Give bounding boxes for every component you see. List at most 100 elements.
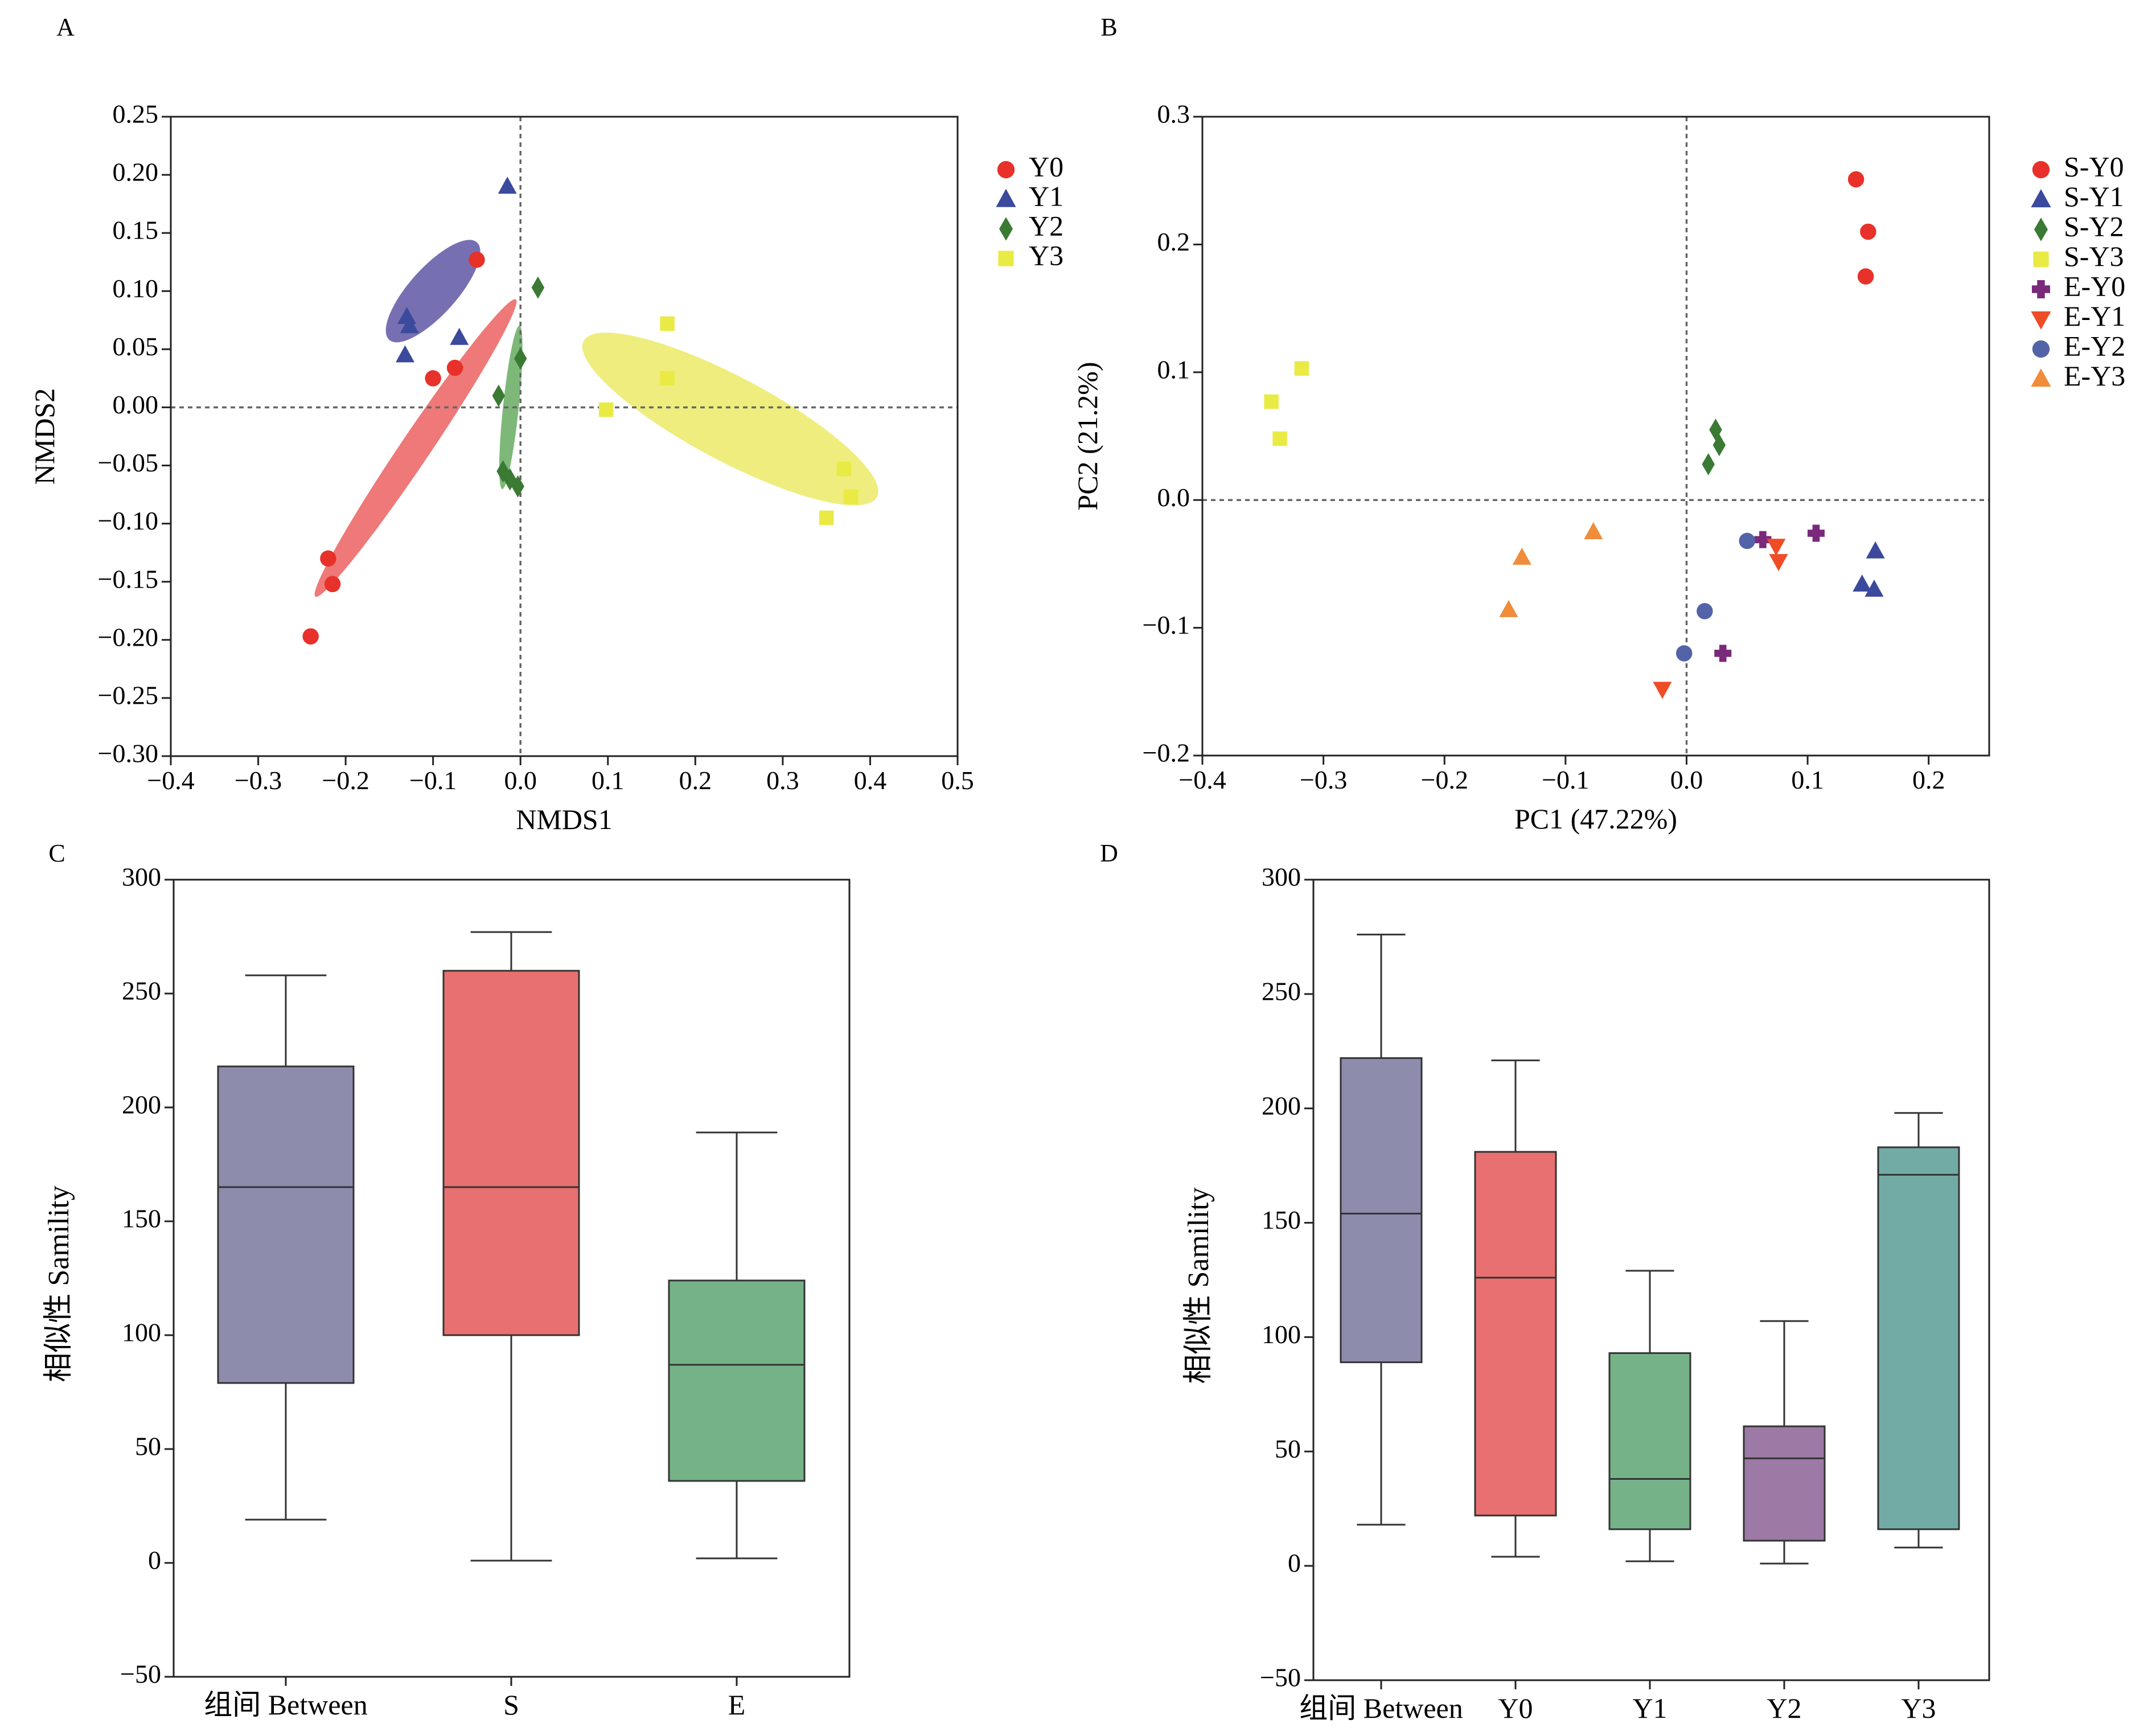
point-s-y3 [1272, 431, 1287, 446]
y-tick-label: 0.25 [113, 100, 159, 129]
y-tick-label: −0.15 [98, 564, 158, 593]
legend-label-y3: Y3 [1029, 239, 1063, 271]
point-s-y0 [1857, 268, 1874, 285]
legend-label-e-y1: E-Y1 [2064, 300, 2125, 332]
x-tick-label: 组间 Between [204, 1689, 367, 1721]
y-axis-title: 相似性 Samility [1182, 1187, 1215, 1384]
point-e-y0 [1754, 531, 1772, 548]
legend-label-s-y2: S-Y2 [2064, 210, 2124, 242]
legend-label-s-y3: S-Y3 [2064, 240, 2124, 272]
point-y2 [511, 475, 524, 498]
point-y1 [397, 306, 417, 324]
legend-label-e-y2: E-Y2 [2064, 330, 2125, 362]
y-tick-label: 0.1 [1157, 355, 1190, 384]
point-e-y2 [1739, 532, 1756, 549]
y-tick-label: 0.10 [113, 274, 159, 303]
x-tick-label: 0.4 [854, 766, 887, 795]
x-tick-label: 0.1 [1791, 765, 1824, 794]
box-body [1877, 1146, 1960, 1530]
box-1 [1474, 1059, 1557, 1558]
point-e-y2 [1697, 603, 1713, 619]
y-axis-title: 相似性 Samility [43, 1185, 75, 1382]
plot-frame [1312, 879, 1990, 1681]
y-tick-label: 200 [122, 1090, 161, 1119]
y-tick-label: 250 [1262, 976, 1301, 1006]
x-tick-label: Y3 [1901, 1692, 1936, 1724]
point-e-y1 [1769, 554, 1788, 572]
y-tick-label: −0.1 [1143, 610, 1190, 639]
legend-label-y0: Y0 [1029, 150, 1063, 182]
y-tick-label: −50 [1260, 1663, 1301, 1692]
point-y0 [324, 576, 341, 593]
y-tick-label: −0.2 [1143, 738, 1190, 768]
y-tick-label: −0.30 [98, 739, 158, 768]
x-tick-label: 0.0 [504, 766, 537, 795]
plot-frame [1201, 116, 1990, 757]
box-2 [1608, 1270, 1691, 1562]
legend-label-e-y3: E-Y3 [2064, 360, 2125, 392]
x-tick-label: 组间 Between [1299, 1692, 1463, 1724]
point-e-y3 [1499, 600, 1518, 617]
box-0 [1340, 933, 1423, 1526]
y-tick-label: 50 [1275, 1434, 1301, 1463]
y-tick-label: 0.0 [1157, 483, 1190, 512]
y-tick-label: 0 [148, 1546, 161, 1575]
x-tick-label: −0.2 [1421, 765, 1468, 794]
legend-label-s-y1: S-Y1 [2064, 180, 2124, 212]
box-body [1340, 1057, 1423, 1364]
y-tick-label: 300 [122, 863, 161, 892]
x-tick-label: 0.2 [1912, 765, 1945, 794]
legend-marker-s-y0 [2032, 161, 2050, 179]
x-tick-label: Y0 [1498, 1692, 1533, 1724]
y-tick-label: 100 [1262, 1320, 1301, 1349]
point-y2 [531, 276, 545, 299]
point-s-y0 [1847, 171, 1864, 188]
point-e-y1 [1653, 682, 1672, 699]
box-body [1474, 1151, 1557, 1517]
point-y1 [450, 327, 469, 345]
y-tick-label: 0.3 [1157, 100, 1190, 129]
y-tick-label: 50 [135, 1432, 161, 1461]
box-body [668, 1279, 806, 1482]
legend-label-s-y0: S-Y0 [2064, 150, 2124, 182]
box-body [217, 1065, 355, 1384]
legend-marker-y1 [996, 188, 1016, 207]
x-tick-label: −0.4 [147, 766, 194, 795]
x-tick-label: −0.1 [409, 766, 457, 795]
point-y0 [425, 370, 441, 387]
legend-marker-y3 [998, 251, 1014, 266]
point-y1 [396, 345, 415, 363]
y-tick-label: 0.05 [113, 332, 159, 361]
point-y3 [836, 461, 852, 477]
box-4 [1877, 1112, 1960, 1549]
x-tick-label: Y2 [1767, 1692, 1801, 1724]
box-body [442, 970, 580, 1336]
point-y2 [492, 384, 506, 407]
point-e-y3 [1584, 522, 1603, 540]
point-y1 [400, 316, 419, 334]
y-axis-title: PC2 (21.2%) [1071, 362, 1103, 510]
point-y3 [819, 510, 834, 526]
point-e-y0 [1714, 645, 1732, 662]
x-tick-label: 0.3 [766, 766, 799, 795]
x-axis-title: PC1 (47.22%) [1514, 803, 1677, 835]
x-tick-label: −0.2 [322, 766, 369, 795]
legend: S-Y0S-Y1S-Y2S-Y3E-Y0E-Y1E-Y2E-Y3 [2031, 150, 2125, 392]
point-y3 [843, 489, 859, 504]
legend-marker-e-y2 [2032, 340, 2050, 358]
y-tick-label: 0.15 [113, 216, 159, 245]
y-tick-label: 150 [1262, 1205, 1301, 1234]
y-tick-label: 250 [122, 976, 161, 1006]
plot-frame [170, 116, 959, 757]
point-s-y1 [1864, 580, 1884, 597]
y-tick-label: 100 [122, 1318, 161, 1347]
point-s-y2 [1712, 434, 1726, 457]
point-e-y2 [1675, 645, 1693, 662]
x-tick-label: S [503, 1689, 519, 1721]
x-tick-label: −0.1 [1542, 765, 1589, 794]
y-tick-label: 0.00 [113, 390, 159, 419]
y-tick-label: 150 [122, 1204, 161, 1233]
point-y0 [302, 628, 319, 645]
panel-a: A −0.4 −0.3 −0.2 −0.1 0.0 0.1 0.2 0.3 0.4 0.5 0.25 0… [28, 13, 1063, 835]
